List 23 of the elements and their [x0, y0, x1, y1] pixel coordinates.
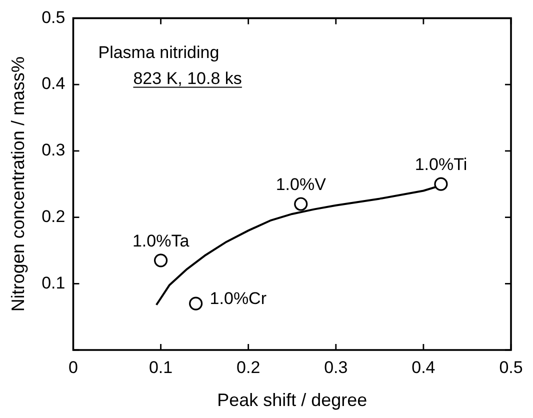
x-tick-label: 0.2: [236, 358, 260, 377]
point: [189, 296, 203, 310]
x-tick-label: 0.4: [412, 358, 436, 377]
point: [294, 197, 308, 211]
annotation: 1.0%Cr: [210, 289, 267, 308]
y-tick-label: 0.3: [42, 140, 66, 160]
x-tick-label: 0.3: [324, 358, 348, 377]
annotation: 823 K, 10.8 ks: [133, 69, 242, 88]
y-tick-label: 0.1: [42, 273, 66, 292]
y-tick-label: 0.4: [42, 74, 66, 94]
annotation: 1.0%Ta: [132, 231, 190, 250]
x-tick-label: 0.5: [499, 358, 523, 377]
y-tick-label: 0.5: [42, 8, 66, 27]
y-axis-title: Nitrogen concentration / mass%: [8, 56, 28, 312]
annotation: 1.0%Ti: [414, 155, 468, 174]
annotation: 1.0%V: [276, 175, 327, 194]
x-tick-label: 0.1: [148, 358, 173, 377]
x-axis-title: Peak shift / degree: [217, 390, 368, 410]
point: [154, 254, 168, 268]
point: [434, 177, 448, 191]
x-tick-label: 0: [68, 358, 78, 377]
y-tick-label: 0.2: [42, 206, 66, 226]
annotation: Plasma nitriding: [98, 43, 220, 62]
